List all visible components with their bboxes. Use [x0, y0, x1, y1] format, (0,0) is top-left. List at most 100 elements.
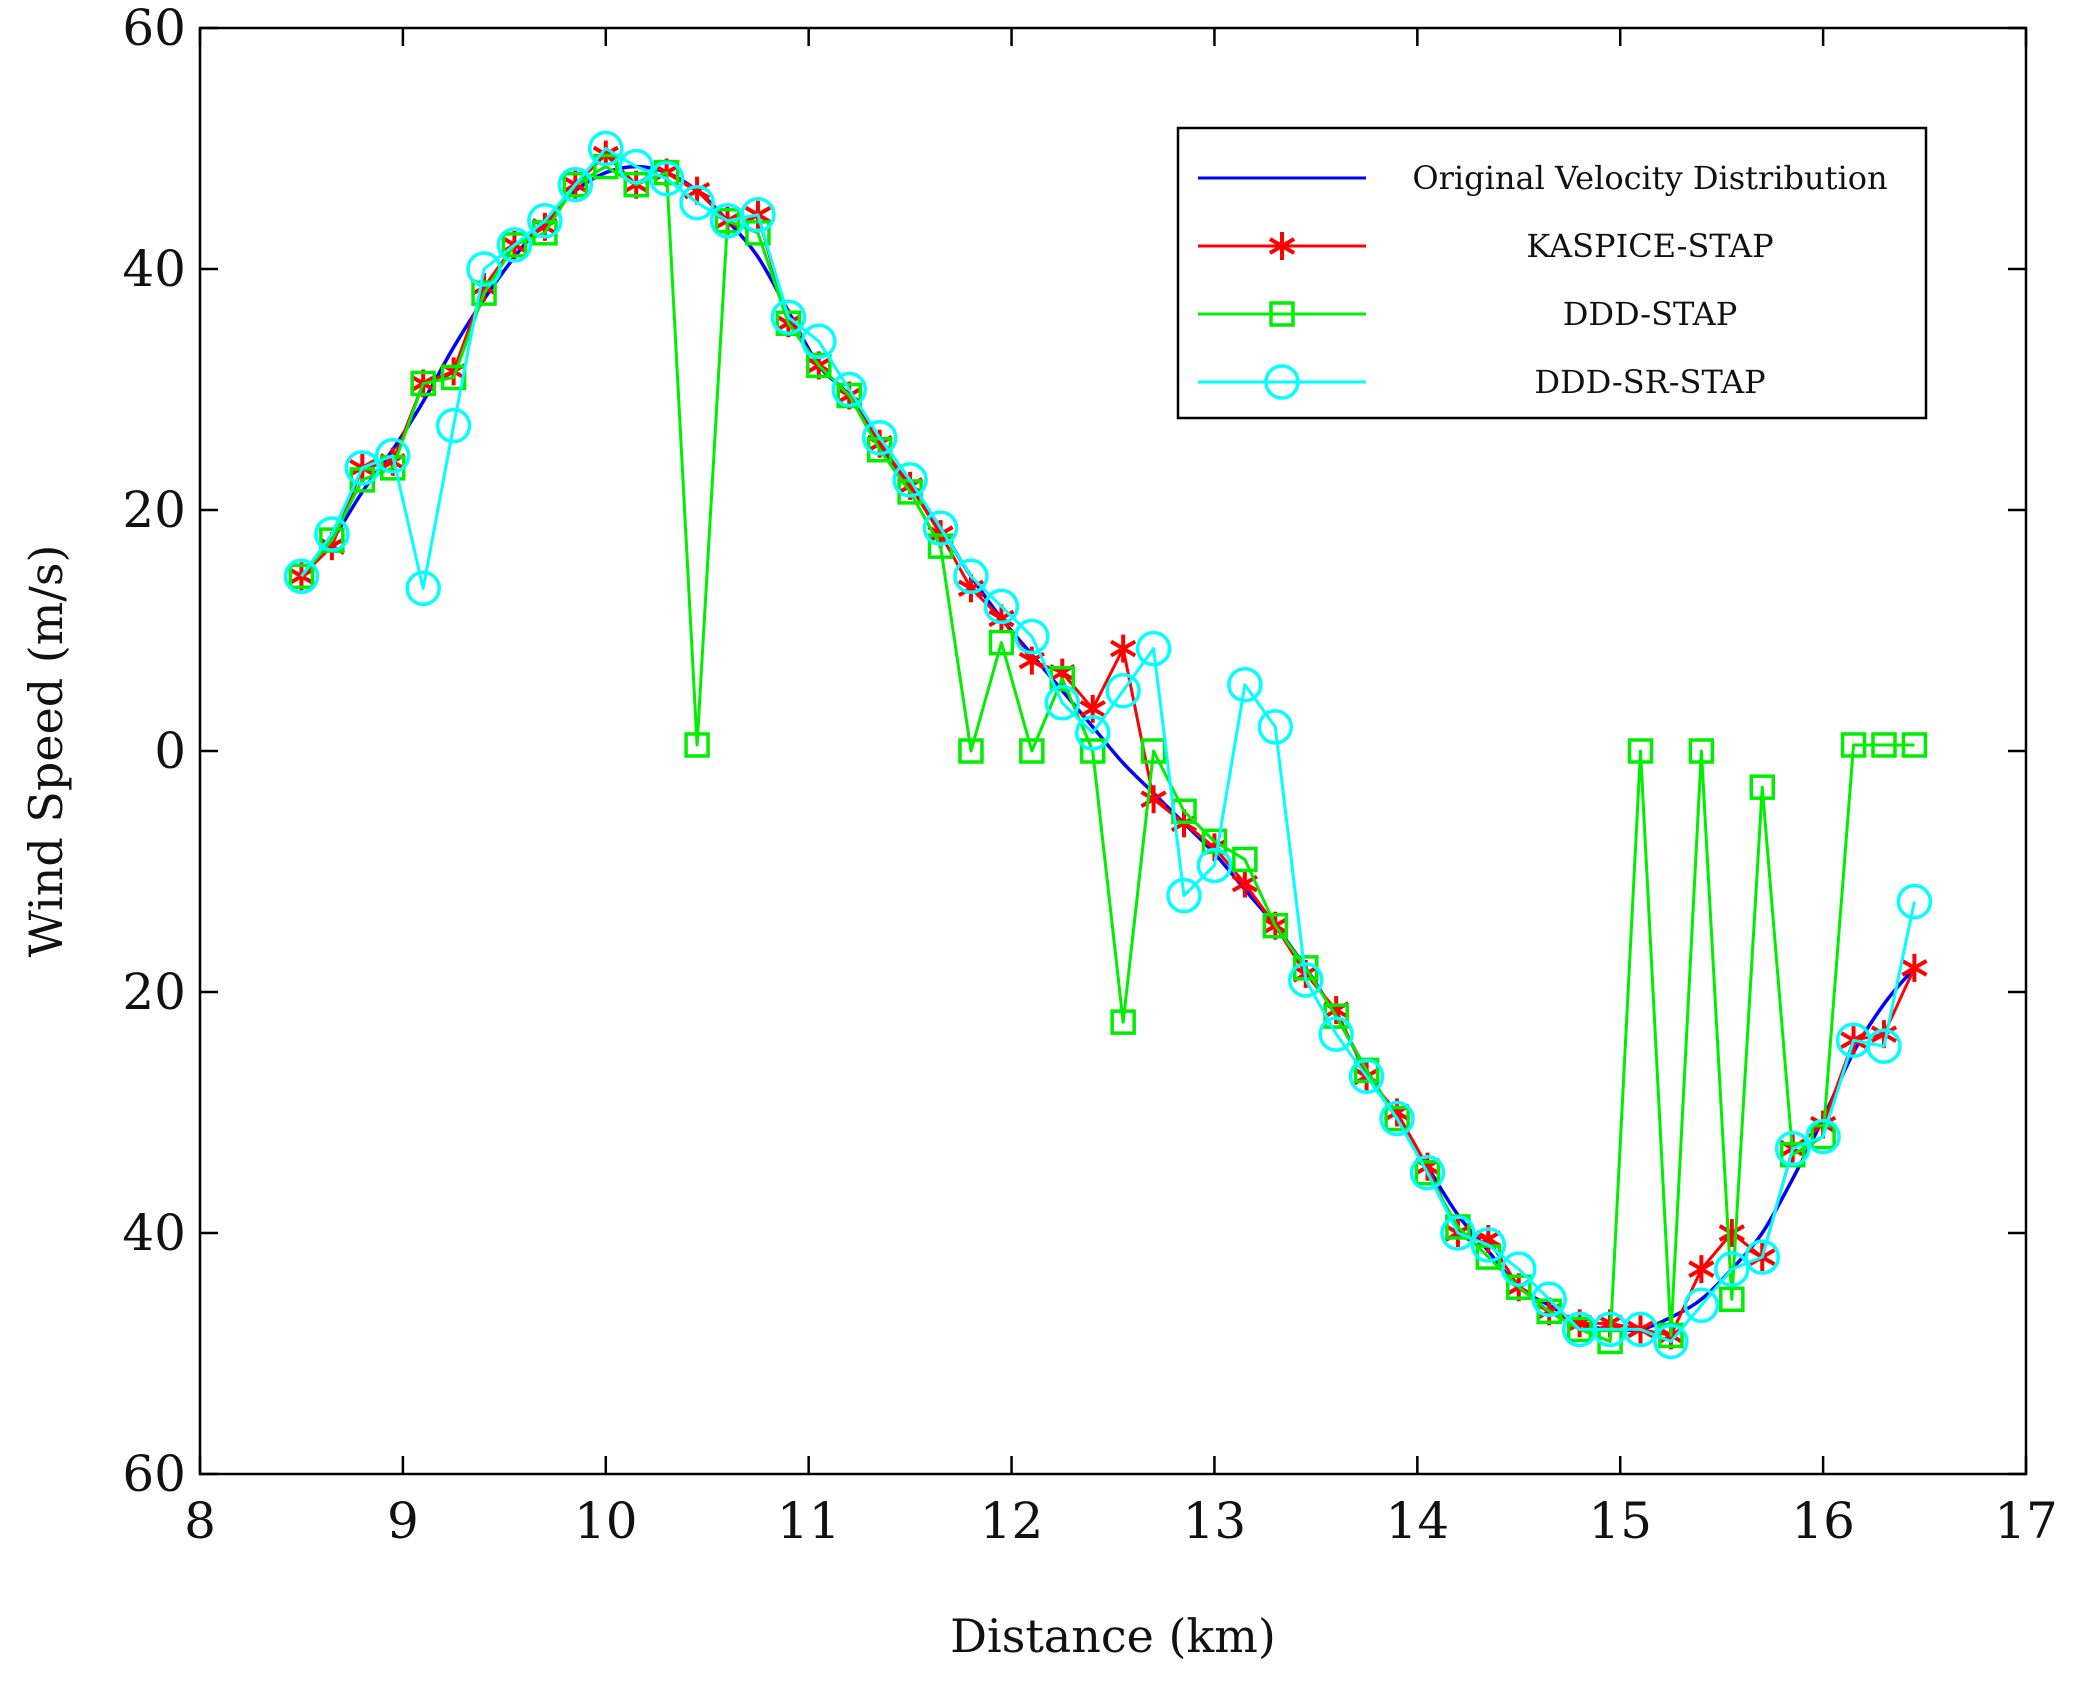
data-point-ddd-sr-stap [831, 371, 867, 408]
data-point-ddd-stap [1627, 738, 1654, 764]
y-tick-label: 20 [122, 963, 186, 1021]
data-point-ddd-stap [1901, 732, 1928, 758]
data-point-ddd-sr-stap [1744, 1239, 1780, 1275]
data-point-ddd-stap [684, 732, 710, 758]
data-point-ddd-sr-stap [983, 588, 1020, 625]
x-tick-label: 10 [574, 1492, 638, 1550]
data-point-ddd-stap [1688, 738, 1715, 764]
data-point-ddd-sr-stap [283, 558, 320, 595]
data-point-ddd-sr-stap [801, 323, 837, 360]
y-tick-label: 40 [122, 1204, 186, 1262]
data-point-ddd-stap [562, 171, 589, 198]
data-point-ddd-stap [745, 220, 771, 246]
data-point-ddd-stap [988, 629, 1015, 656]
data-point-ddd-sr-stap [1774, 1130, 1811, 1167]
x-tick-label: 13 [1183, 1492, 1247, 1550]
data-point-ddd-stap [1749, 774, 1775, 800]
x-tick-label: 15 [1588, 1492, 1652, 1550]
data-point-ddd-sr-stap [1622, 1311, 1659, 1348]
data-point-ddd-sr-stap [588, 130, 624, 167]
x-axis-label: Distance (km) [950, 1609, 1276, 1663]
data-point-ddd-sr-stap [1166, 877, 1202, 914]
data-point-ddd-sr-stap [1896, 883, 1933, 920]
data-point-ddd-sr-stap [770, 299, 807, 335]
legend-entry-kaspice-stap: KASPICE-STAP [1198, 227, 1774, 265]
data-point-ddd-sr-stap [1257, 709, 1294, 745]
data-point-ddd-stap [410, 370, 436, 397]
data-point-ddd-stap [1140, 738, 1167, 764]
data-point-ddd-sr-stap [648, 160, 685, 197]
data-point-ddd-sr-stap [1227, 666, 1263, 703]
legend-marker [1269, 301, 1295, 327]
data-point-ddd-stap [1262, 912, 1289, 939]
data-point-ddd-sr-stap [374, 438, 411, 474]
legend-entry-ddd-sr-stap: DDD-SR-STAP [1198, 363, 1766, 401]
data-point-ddd-sr-stap [405, 570, 441, 607]
legend-label: DDD-STAP [1563, 295, 1738, 333]
x-tick-label: 17 [1994, 1492, 2058, 1550]
data-point-ddd-sr-stap [1135, 630, 1172, 667]
data-point-ddd-stap [1719, 1286, 1745, 1313]
data-point-ddd-sr-stap [679, 184, 715, 221]
data-point-ddd-stap [1232, 846, 1258, 873]
legend-label: KASPICE-STAP [1526, 227, 1773, 265]
data-point-ddd-sr-stap [1014, 618, 1050, 655]
data-point-ddd-stap [958, 738, 984, 764]
axis-ticks [198, 26, 2028, 1476]
data-point-kaspice-stap [1110, 634, 1137, 663]
x-tick-label: 14 [1386, 1492, 1450, 1550]
legend-box [1176, 126, 1928, 420]
data-point-ddd-sr-stap [1653, 1323, 1689, 1360]
legend-label: DDD-SR-STAP [1534, 363, 1765, 401]
y-tick-label: 0 [154, 722, 186, 780]
data-point-ddd-stap [1384, 1105, 1410, 1132]
data-point-ddd-sr-stap [1044, 685, 1081, 721]
data-point-ddd-sr-stap [496, 227, 533, 263]
legend: Original Velocity Distribution KASPICE-ST… [1176, 126, 1928, 420]
data-point-ddd-sr-stap [1805, 1118, 1841, 1155]
legend-entry-ddd-stap: DDD-STAP [1198, 295, 1737, 333]
data-point-ddd-stap [1871, 732, 1897, 758]
legend-label: Original Velocity Distribution [1412, 159, 1887, 197]
legend-entry-original-velocity-distribution: Original Velocity Distribution [1198, 159, 1888, 197]
data-point-ddd-sr-stap [527, 203, 563, 239]
data-point-ddd-sr-stap [1501, 1251, 1537, 1287]
data-point-ddd-sr-stap [314, 516, 350, 552]
data-point-ddd-stap [1506, 1274, 1532, 1300]
y-axis-label: Wind Speed (m/s) [19, 545, 73, 958]
legend-marker [1268, 232, 1296, 260]
x-tick-label: 8 [184, 1492, 216, 1550]
data-point-ddd-sr-stap [618, 148, 654, 185]
data-point-ddd-stap [1201, 828, 1228, 855]
data-point-ddd-stap [501, 232, 528, 258]
data-point-ddd-stap [1019, 738, 1045, 764]
data-point-kaspice-stap [1718, 1219, 1745, 1247]
axis-tick-labels: 8 9 10 11 12 13 14 15 16 17 60 40 20 0 20 40 60 [122, 0, 2057, 1550]
y-tick-label: 40 [122, 240, 186, 298]
data-point-ddd-sr-stap [435, 407, 472, 444]
data-point-ddd-stap [1414, 1160, 1441, 1186]
data-point-ddd-sr-stap [1105, 673, 1141, 709]
x-tick-label: 12 [980, 1492, 1044, 1550]
data-point-ddd-sr-stap [1440, 1215, 1476, 1251]
x-tick-label: 9 [387, 1492, 419, 1550]
data-point-ddd-stap [1110, 1009, 1136, 1035]
data-point-ddd-sr-stap [1348, 1058, 1385, 1095]
data-point-ddd-sr-stap [1714, 1251, 1750, 1287]
data-point-ddd-stap [1810, 1123, 1836, 1150]
y-tick-label: 20 [122, 481, 186, 539]
y-tick-label: 60 [122, 0, 186, 57]
data-point-ddd-sr-stap [1379, 1100, 1415, 1137]
data-point-ddd-sr-stap [1409, 1155, 1446, 1191]
data-point-ddd-stap [1840, 732, 1867, 758]
data-point-ddd-sr-stap [1531, 1281, 1567, 1318]
data-point-ddd-sr-stap [1287, 962, 1324, 998]
data-point-ddd-sr-stap [1866, 1028, 1902, 1064]
data-point-kaspice-stap [1688, 1255, 1715, 1284]
data-point-ddd-sr-stap [1318, 1016, 1354, 1052]
data-point-ddd-sr-stap [1470, 1227, 1507, 1263]
data-point-ddd-stap [440, 364, 467, 391]
data-point-ddd-stap [288, 563, 315, 590]
data-point-ddd-sr-stap [1074, 715, 1111, 751]
